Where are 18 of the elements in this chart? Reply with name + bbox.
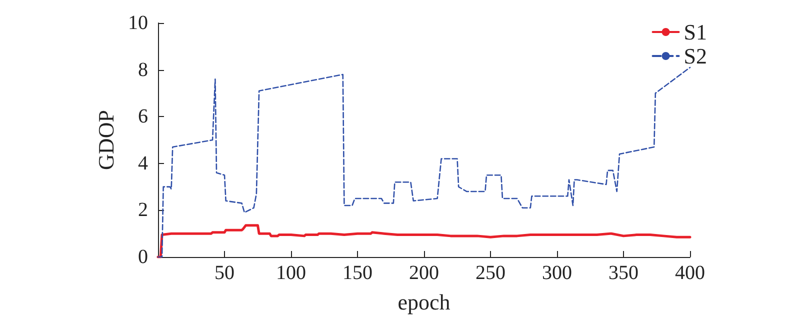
x-tick-label: 100 bbox=[276, 262, 306, 284]
x-tick-label: 200 bbox=[409, 262, 439, 284]
x-tick-label: 300 bbox=[542, 262, 572, 284]
y-axis-title: GDOP bbox=[94, 110, 119, 170]
y-tick-label: 8 bbox=[138, 58, 148, 81]
legend-label: S1 bbox=[684, 20, 708, 44]
x-tick-label: 50 bbox=[214, 262, 234, 284]
legend-label: S2 bbox=[684, 44, 708, 68]
y-tick-label: 0 bbox=[138, 246, 148, 268]
x-tick-label: 250 bbox=[476, 262, 506, 284]
x-tick-label: 400 bbox=[675, 262, 705, 284]
x-tick-label: 150 bbox=[342, 262, 372, 284]
x-tick-label: 350 bbox=[608, 262, 638, 284]
y-tick-label: 4 bbox=[138, 152, 148, 174]
y-tick-label: 10 bbox=[128, 12, 148, 34]
y-tick-label: 2 bbox=[138, 199, 148, 222]
x-axis-title: epoch bbox=[398, 290, 450, 314]
y-tick-label: 6 bbox=[138, 106, 148, 128]
